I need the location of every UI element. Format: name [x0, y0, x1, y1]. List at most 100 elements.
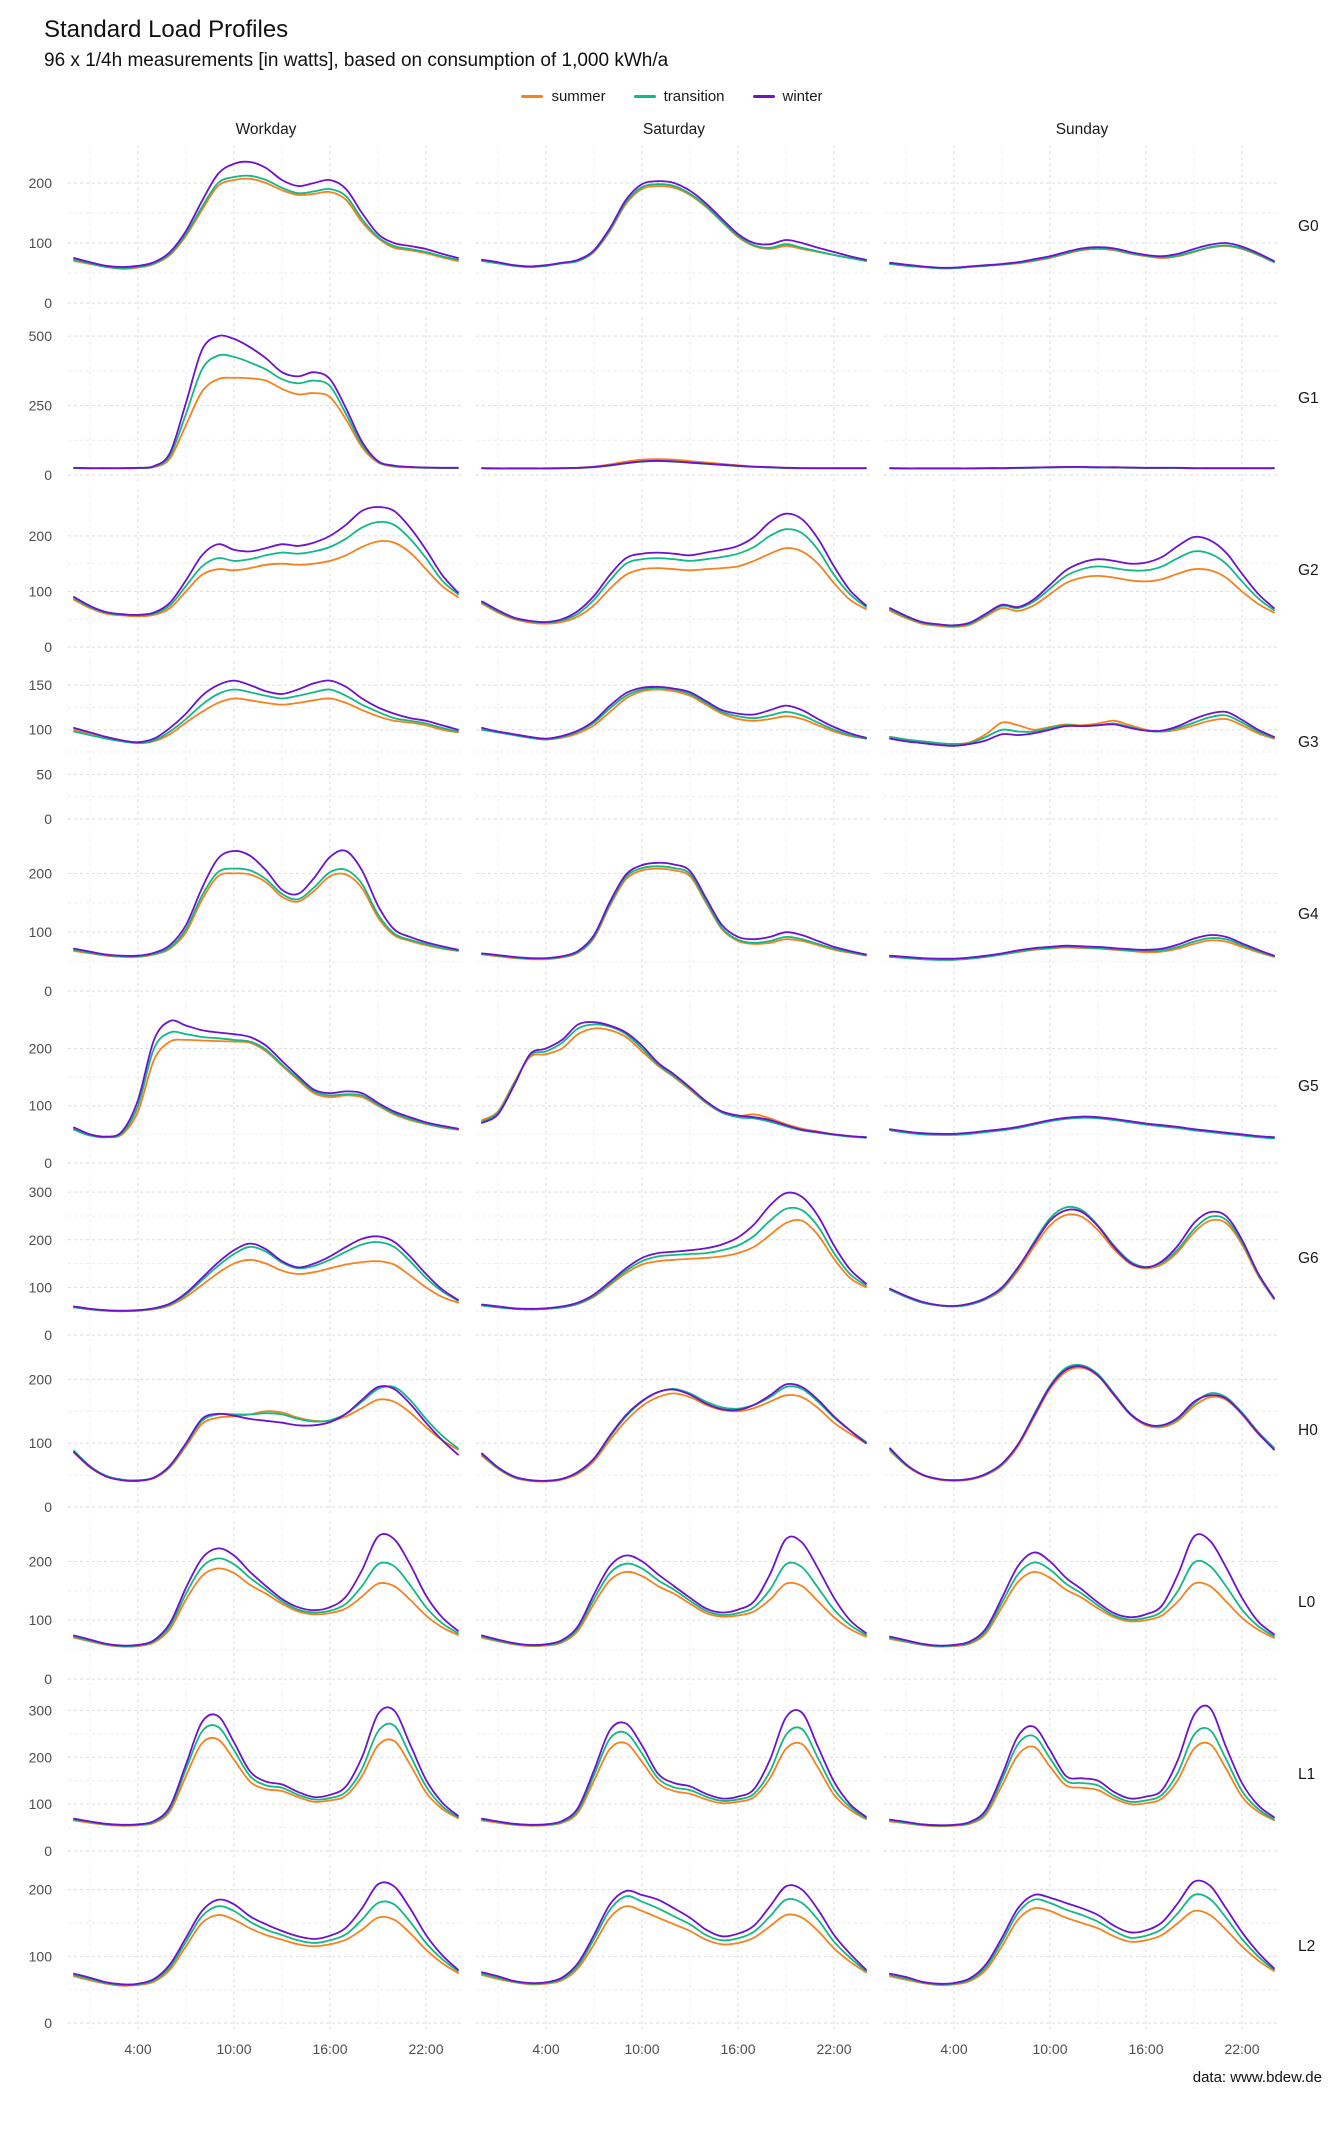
y-axis-labels-G0: 0 100 200	[29, 175, 53, 309]
svg-text:100: 100	[29, 722, 53, 738]
svg-text:22:00: 22:00	[1224, 2041, 1259, 2057]
facet-row-L0: 0 100 200 L0	[10, 1521, 1334, 1685]
series-line-winter	[481, 180, 867, 268]
column-header-saturday: Saturday	[642, 121, 706, 138]
svg-text:100: 100	[29, 1948, 53, 1964]
page-subtitle: 96 x 1/4h measurements [in watts], based…	[44, 50, 669, 71]
svg-text:100: 100	[29, 1612, 53, 1628]
series-line-winter	[73, 1235, 459, 1312]
series-line-winter	[889, 1208, 1275, 1307]
series-line-summer	[889, 568, 1275, 628]
facet-panel-G5-workday	[68, 1005, 464, 1169]
facet-panel-G0-saturday	[476, 145, 872, 309]
svg-text:16:00: 16:00	[312, 2041, 347, 2057]
facet-panel-H0-workday	[68, 1349, 464, 1513]
strip-label-G4: G4	[1298, 906, 1319, 923]
series-line-summer	[73, 697, 459, 745]
data-source-caption: data: www.bdew.de	[1192, 2069, 1322, 2086]
series-line-summer	[481, 1027, 867, 1139]
legend-label-winter: winter	[782, 88, 823, 105]
facet-row-G1: 0 250 500 G1	[10, 317, 1334, 481]
series-line-transition	[73, 1385, 459, 1482]
series-line-summer	[889, 1570, 1275, 1648]
svg-text:200: 200	[29, 1749, 53, 1765]
load-profiles-page: Standard Load Profiles 96 x 1/4h measure…	[10, 16, 1334, 2086]
series-line-transition	[73, 174, 459, 270]
y-axis-labels-G1: 0 250 500	[29, 328, 53, 481]
series-line-winter	[481, 1382, 867, 1482]
series-line-summer	[73, 1914, 459, 1987]
facet-panel-G2-sunday	[884, 489, 1280, 653]
legend-item-winter: winter	[752, 88, 823, 105]
facet-panel-G1-sunday	[884, 317, 1280, 481]
svg-text:0: 0	[44, 2015, 52, 2029]
series-line-transition	[481, 1206, 867, 1311]
series-line-transition	[889, 1116, 1275, 1140]
series-line-winter	[481, 1021, 867, 1139]
strip-label-G6: G6	[1298, 1250, 1319, 1267]
svg-text:0: 0	[44, 1843, 52, 1857]
strip-label-G2: G2	[1298, 562, 1319, 579]
svg-text:50: 50	[36, 766, 52, 782]
series-line-summer	[889, 1213, 1275, 1308]
svg-text:10:00: 10:00	[1032, 2041, 1067, 2057]
series-line-winter	[73, 506, 459, 616]
svg-text:100: 100	[29, 924, 53, 940]
facet-panel-H0-sunday	[884, 1349, 1280, 1513]
facet-panel-G4-saturday	[476, 833, 872, 997]
winter-line-swatch	[752, 95, 775, 98]
series-line-summer	[481, 547, 867, 625]
svg-text:200: 200	[29, 1553, 53, 1569]
series-line-summer	[73, 540, 459, 618]
facet-panel-L0-workday	[68, 1521, 464, 1685]
facet-panel-G5-sunday	[884, 1005, 1280, 1169]
svg-text:0: 0	[44, 467, 52, 481]
facet-panel-L2-saturday	[476, 1865, 872, 2029]
column-header-workday: Workday	[235, 121, 297, 138]
x-axis-labels-workday: 4:00 10:00 16:00 22:00	[124, 2041, 443, 2057]
series-line-transition	[73, 1722, 459, 1827]
series-line-transition	[481, 1561, 867, 1647]
series-line-winter	[73, 1881, 459, 1986]
svg-text:200: 200	[29, 1040, 53, 1056]
strip-label-G5: G5	[1298, 1078, 1319, 1095]
strip-label-H0: H0	[1298, 1422, 1318, 1439]
facet-panel-G6-workday	[68, 1177, 464, 1341]
series-line-summer	[481, 867, 867, 961]
svg-text:100: 100	[29, 1796, 53, 1812]
column-header-sunday: Sunday	[1055, 121, 1109, 138]
facet-panel-G4-sunday	[884, 833, 1280, 997]
series-line-summer	[889, 1741, 1275, 1828]
series-line-winter	[73, 849, 459, 957]
series-line-transition	[481, 1023, 867, 1139]
series-line-summer	[481, 1741, 867, 1827]
series-line-summer	[481, 1392, 867, 1483]
facet-row-G6: 0 100 200 300 G6	[10, 1177, 1334, 1341]
series-line-winter	[889, 466, 1275, 470]
series-line-winter	[481, 512, 867, 623]
series-line-transition	[481, 528, 867, 624]
series-line-winter	[73, 334, 459, 469]
series-line-transition	[481, 183, 867, 268]
svg-text:16:00: 16:00	[720, 2041, 755, 2057]
series-line-transition	[889, 1205, 1275, 1308]
series-line-summer	[481, 185, 867, 268]
series-line-summer	[73, 1567, 459, 1648]
series-line-winter	[889, 1365, 1275, 1482]
series-line-winter	[889, 1879, 1275, 1985]
series-line-transition	[481, 865, 867, 960]
svg-text:200: 200	[29, 528, 53, 544]
facet-panel-L1-workday	[68, 1693, 464, 1857]
legend-item-transition: transition	[633, 88, 725, 105]
series-line-winter	[889, 1115, 1275, 1139]
column-header-row: Workday Saturday Sunday	[10, 121, 1334, 145]
svg-text:0: 0	[44, 983, 52, 997]
series-line-winter	[73, 1019, 459, 1138]
series-line-transition	[889, 1363, 1275, 1482]
series-line-transition	[889, 937, 1275, 961]
svg-text:10:00: 10:00	[624, 2041, 659, 2057]
series-line-winter	[889, 242, 1275, 269]
series-line-winter	[481, 861, 867, 960]
facet-panel-G3-saturday	[476, 661, 872, 825]
facet-row-G2: 0 100 200 G2	[10, 489, 1334, 653]
